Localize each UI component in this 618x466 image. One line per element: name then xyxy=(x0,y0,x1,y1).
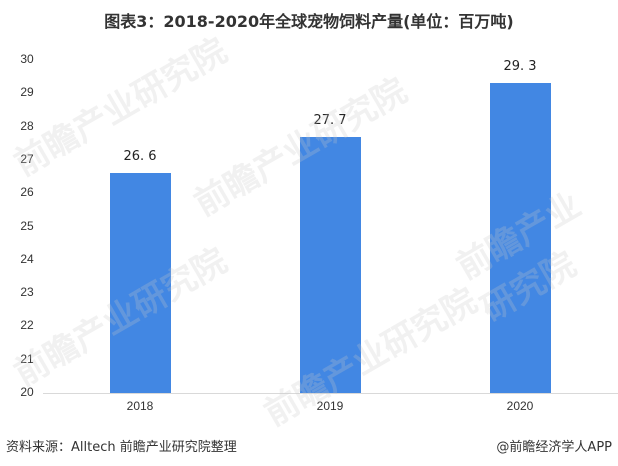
x-tick-label: 2020 xyxy=(506,399,534,413)
bar-2019 xyxy=(300,136,361,393)
bar-value-label: 27. 7 xyxy=(313,112,347,128)
source-note: 资料来源：Alltech 前瞻产业研究院整理 xyxy=(6,440,237,455)
x-tick-label: 2019 xyxy=(316,399,344,413)
x-axis-line xyxy=(43,393,618,394)
y-tick-label: 26 xyxy=(20,185,34,200)
y-tick-label: 22 xyxy=(20,318,34,333)
y-tick-label: 23 xyxy=(20,285,34,300)
y-tick-label: 21 xyxy=(20,351,34,366)
credit-note: @前瞻经济学人APP xyxy=(496,440,612,455)
y-tick-label: 20 xyxy=(20,385,34,399)
y-tick-label: 27 xyxy=(20,151,34,166)
x-tick-label: 2018 xyxy=(126,399,154,413)
chart-title: 图表3：2018-2020年全球宠物饲料产量(单位：百万吨) xyxy=(104,12,514,31)
bar-2020 xyxy=(490,83,551,393)
y-tick-label: 24 xyxy=(20,251,34,266)
bar-2018 xyxy=(110,173,171,393)
y-tick-label: 30 xyxy=(20,52,34,66)
y-tick-label: 29 xyxy=(20,85,34,100)
bar-value-label: 26. 6 xyxy=(123,149,157,165)
bar-value-label: 29. 3 xyxy=(503,59,537,75)
y-tick-label: 28 xyxy=(20,118,34,133)
y-tick-label: 25 xyxy=(20,218,34,233)
